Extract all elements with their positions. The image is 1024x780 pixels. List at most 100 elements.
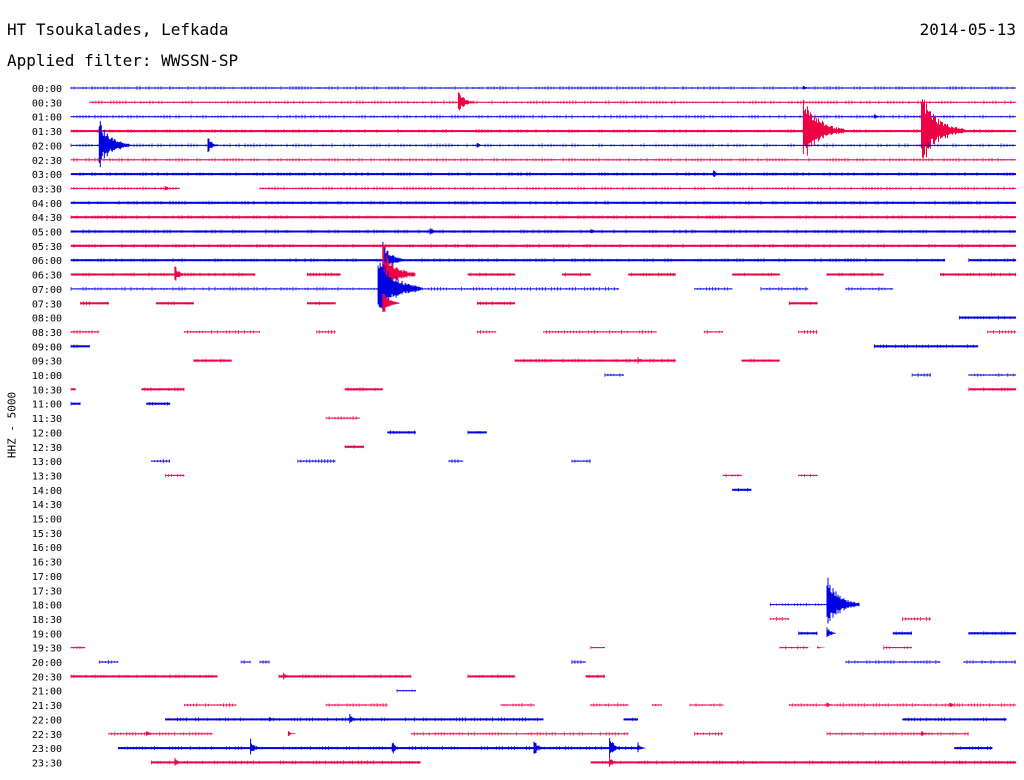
trace-segment [571, 460, 591, 462]
row-time-label: 14:30 [32, 500, 62, 511]
trace-segment [770, 604, 846, 606]
row-time-label: 21:00 [32, 687, 62, 698]
trace-noise [306, 301, 335, 306]
trace-segment [968, 632, 1017, 635]
row-time-label: 02:30 [32, 156, 62, 167]
row-time-label: 15:30 [32, 529, 62, 540]
trace-noise [623, 717, 637, 722]
trace-segment [108, 733, 213, 735]
trace-segment [741, 359, 780, 362]
trace-segment [964, 661, 1016, 663]
trace-noise [70, 172, 1014, 177]
trace-segment [652, 704, 662, 706]
trace-segment [723, 474, 742, 476]
trace-noise [467, 430, 487, 435]
trace-noise [694, 731, 723, 736]
trace-noise [344, 444, 364, 449]
trace-noise [689, 703, 724, 707]
trace-segment [307, 302, 336, 305]
trace-noise [722, 473, 742, 478]
trace-segment [874, 345, 979, 348]
trace-segment [326, 704, 388, 706]
trace-segment [71, 259, 946, 262]
trace-segment [156, 302, 194, 305]
row-time-label: 01:00 [32, 113, 62, 124]
trace-segment [71, 130, 1016, 133]
trace-segment [449, 460, 464, 462]
row-time-label: 00:30 [32, 98, 62, 109]
trace-segment [118, 747, 639, 750]
trace-noise [571, 459, 591, 464]
row-time-label: 21:30 [32, 701, 62, 712]
trace-noise [98, 660, 118, 664]
trace-segment [571, 661, 587, 663]
trace-segment [71, 288, 393, 290]
row-time-label: 17:30 [32, 586, 62, 597]
trace-segment [586, 675, 605, 678]
trace-noise [155, 301, 193, 306]
trace-noise [387, 430, 415, 435]
trace-noise [958, 315, 1014, 320]
trace-noise [467, 674, 514, 679]
seismic-event [802, 99, 845, 156]
row-time-label: 07:30 [32, 299, 62, 310]
trace-segment [798, 474, 818, 476]
trace-noise [500, 703, 535, 708]
trace-noise [259, 186, 1014, 191]
seismic-event [949, 702, 958, 707]
trace-segment [590, 704, 629, 706]
row-time-label: 16:00 [32, 543, 62, 554]
trace-noise [769, 616, 789, 621]
trace-segment [562, 273, 591, 276]
trace-noise [89, 100, 1015, 105]
seismic-event [98, 121, 130, 168]
trace-noise [467, 272, 514, 277]
trace-noise [165, 473, 184, 478]
trace-noise [741, 358, 779, 363]
row-time-label: 05:30 [32, 242, 62, 253]
trace-segment [798, 331, 818, 333]
trace-segment [912, 374, 931, 376]
row-time-label: 08:30 [32, 328, 62, 339]
trace-noise [476, 330, 496, 334]
trace-noise [940, 272, 1016, 277]
seismic-event [873, 114, 882, 119]
trace-noise [760, 286, 807, 291]
row-time-label: 08:00 [32, 314, 62, 325]
trace-noise [70, 674, 216, 679]
row-time-label: 11:30 [32, 414, 62, 425]
trace-segment [467, 431, 487, 434]
trace-noise [651, 703, 662, 707]
trace-segment [71, 201, 1016, 204]
seismic-event [637, 742, 646, 753]
row-time-label: 02:00 [32, 141, 62, 152]
trace-noise [70, 157, 1014, 162]
trace-segment [307, 273, 341, 276]
trace-noise [892, 631, 912, 636]
row-time-label: 13:30 [32, 471, 62, 482]
trace-noise [902, 616, 930, 621]
trace-segment [316, 331, 336, 333]
row-time-label: 19:00 [32, 629, 62, 640]
trace-noise [70, 229, 1014, 234]
seismic-event [146, 731, 155, 736]
trace-noise [325, 416, 360, 421]
trace-noise [278, 674, 412, 679]
trace-noise [70, 329, 99, 334]
seismic-event [391, 742, 401, 754]
trace-noise [779, 645, 808, 650]
trace-segment [71, 144, 1016, 146]
row-time-label: 07:00 [32, 285, 62, 296]
seismic-event [637, 357, 646, 364]
row-time-label: 12:30 [32, 443, 62, 454]
trace-noise [798, 631, 817, 636]
seismic-event [533, 741, 545, 754]
trace-noise [70, 286, 393, 291]
trace-noise [70, 215, 1014, 220]
trace-segment [515, 359, 676, 362]
trace-segment [71, 388, 76, 391]
trace-segment [71, 230, 1016, 233]
trace-segment [770, 618, 790, 620]
trace-segment [80, 302, 109, 305]
trace-segment [71, 87, 1016, 89]
